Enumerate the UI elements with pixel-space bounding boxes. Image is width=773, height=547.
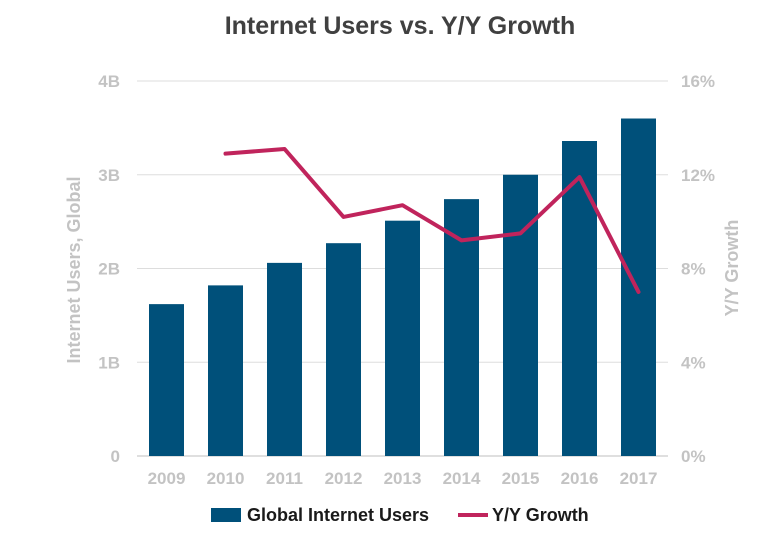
x-tick-label: 2016 bbox=[561, 469, 599, 488]
bar bbox=[326, 243, 361, 456]
x-axis: 2009 2010 2011 2012 2013 2014 2015 2016 2017 bbox=[148, 469, 658, 488]
y-tick-label-right: 0% bbox=[681, 447, 706, 466]
bar bbox=[149, 304, 184, 456]
y-tick-label-right: 12% bbox=[681, 166, 715, 185]
x-tick-label: 2011 bbox=[266, 469, 303, 488]
bar bbox=[208, 285, 243, 456]
bar bbox=[267, 263, 302, 456]
y-tick-label-right: 4% bbox=[681, 353, 706, 372]
y-tick-label-left: 2B bbox=[98, 260, 120, 279]
y-axis-left: 0 1B 2B 3B 4B bbox=[98, 72, 120, 466]
y-tick-label-left: 0 bbox=[111, 447, 120, 466]
y-axis-left-title: Internet Users, Global bbox=[64, 176, 84, 363]
x-tick-label: 2017 bbox=[620, 469, 658, 488]
y-tick-label-right: 16% bbox=[681, 72, 715, 91]
bar bbox=[621, 119, 656, 457]
x-tick-label: 2015 bbox=[502, 469, 540, 488]
legend: Global Internet Users Y/Y Growth bbox=[211, 505, 589, 525]
bar bbox=[503, 175, 538, 456]
x-tick-label: 2010 bbox=[207, 469, 245, 488]
y-axis-right-title: Y/Y Growth bbox=[722, 220, 742, 317]
legend-label-growth: Y/Y Growth bbox=[492, 505, 589, 525]
y-axis-right: 0% 4% 8% 12% 16% bbox=[681, 72, 715, 466]
chart-title: Internet Users vs. Y/Y Growth bbox=[225, 12, 576, 40]
x-tick-label: 2014 bbox=[443, 469, 481, 488]
y-tick-label-left: 3B bbox=[98, 166, 120, 185]
y-tick-label-left: 4B bbox=[98, 72, 120, 91]
x-tick-label: 2013 bbox=[384, 469, 422, 488]
bar bbox=[385, 221, 420, 456]
bar-series bbox=[149, 119, 656, 457]
legend-label-users: Global Internet Users bbox=[247, 505, 429, 525]
x-tick-label: 2012 bbox=[325, 469, 363, 488]
x-tick-label: 2009 bbox=[148, 469, 186, 488]
y-tick-label-left: 1B bbox=[98, 353, 120, 372]
y-tick-label-right: 8% bbox=[681, 260, 706, 279]
legend-swatch-users bbox=[211, 508, 241, 522]
